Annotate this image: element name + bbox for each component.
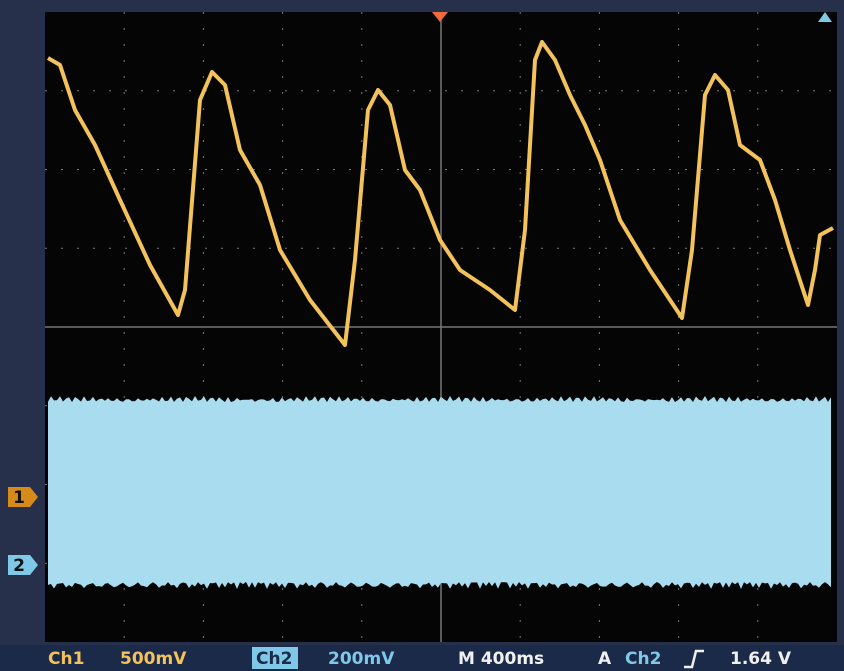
ch1-scale: 500mV [120, 649, 187, 669]
ch2-label: Ch2 [256, 649, 292, 669]
trigger-level: 1.64 V [730, 649, 792, 669]
trigger-mode: A [598, 649, 612, 669]
ch2-marker-label: 2 [13, 556, 25, 576]
trigger-source: Ch2 [625, 649, 661, 669]
ch1-marker-label: 1 [13, 488, 25, 508]
ch2-scale: 200mV [328, 649, 395, 669]
oscilloscope-screen: 1 2 Ch1 500mV Ch2 200mV M 400ms A Ch2 1.… [0, 0, 844, 671]
ch2-trace [48, 396, 831, 589]
ch2-noise-band [48, 396, 831, 589]
timebase: M 400ms [458, 649, 544, 669]
ch1-label: Ch1 [48, 649, 84, 669]
